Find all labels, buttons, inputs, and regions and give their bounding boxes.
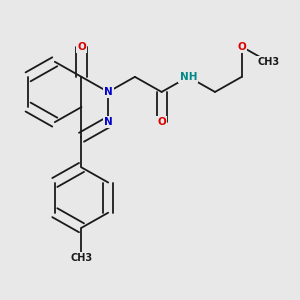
Text: O: O <box>157 117 166 127</box>
Text: NH: NH <box>180 72 197 82</box>
Text: CH3: CH3 <box>257 57 280 67</box>
Text: CH3: CH3 <box>70 253 93 263</box>
Text: N: N <box>104 87 112 97</box>
Text: O: O <box>237 42 246 52</box>
Text: O: O <box>77 42 86 52</box>
Text: N: N <box>104 117 112 127</box>
